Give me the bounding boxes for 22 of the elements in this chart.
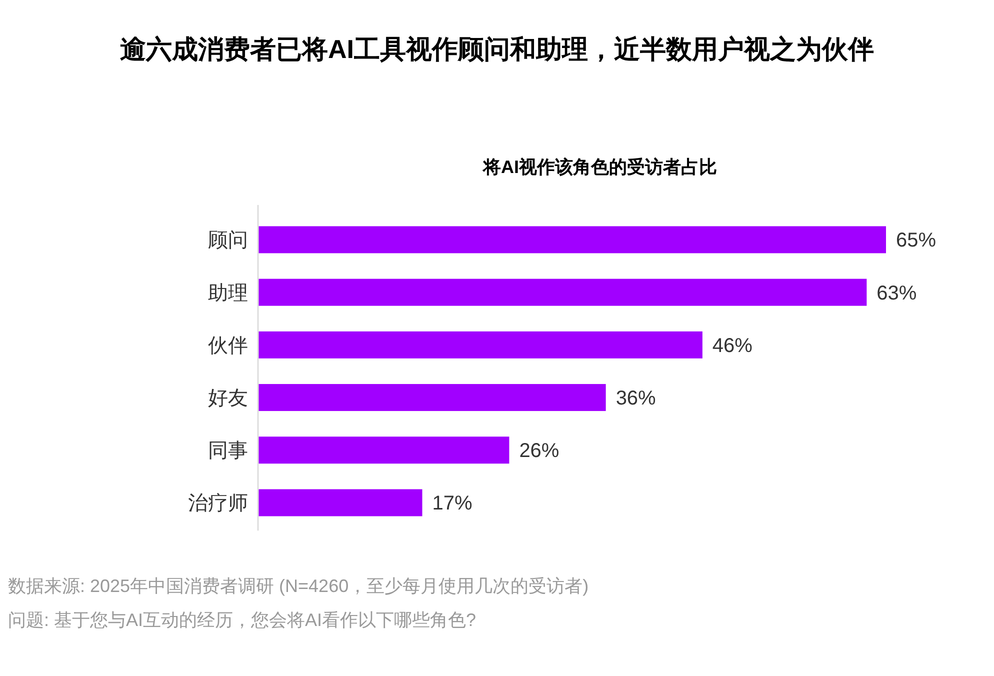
y-tick-label: 顾问: [208, 230, 248, 252]
y-tick-label: 助理: [208, 282, 248, 304]
y-tick-label: 伙伴: [208, 334, 248, 357]
data-label: 36%: [616, 388, 656, 410]
bar: [258, 331, 702, 358]
bar: [258, 278, 867, 306]
data-label: 65%: [896, 230, 936, 252]
chart-title: 逾六成消费者已将AI工具视作顾问和助理，近半数用户视之为伙伴: [120, 34, 874, 64]
data-label: 63%: [876, 282, 917, 304]
text: 问题: 基于您与AI互动的经历，您会将AI看作以下哪些角色?: [8, 610, 476, 630]
bar: [258, 489, 422, 516]
data-label: 46%: [712, 334, 753, 357]
source-note: 数据来源: 2025年中国消费者调研 (N=4260，至少每月使用几次的受访者): [8, 576, 589, 596]
data-label: 26%: [519, 440, 560, 462]
y-tick-label: 治疗师: [188, 492, 248, 515]
data-label: 17%: [432, 492, 472, 515]
bar: [258, 436, 510, 464]
y-tick-label: 好友: [208, 388, 248, 410]
chart-subtitle: 将AI视作该角色的受访者占比: [482, 157, 717, 177]
bar: [258, 384, 606, 412]
y-tick-label: 同事: [208, 440, 248, 462]
bar: [258, 226, 886, 254]
